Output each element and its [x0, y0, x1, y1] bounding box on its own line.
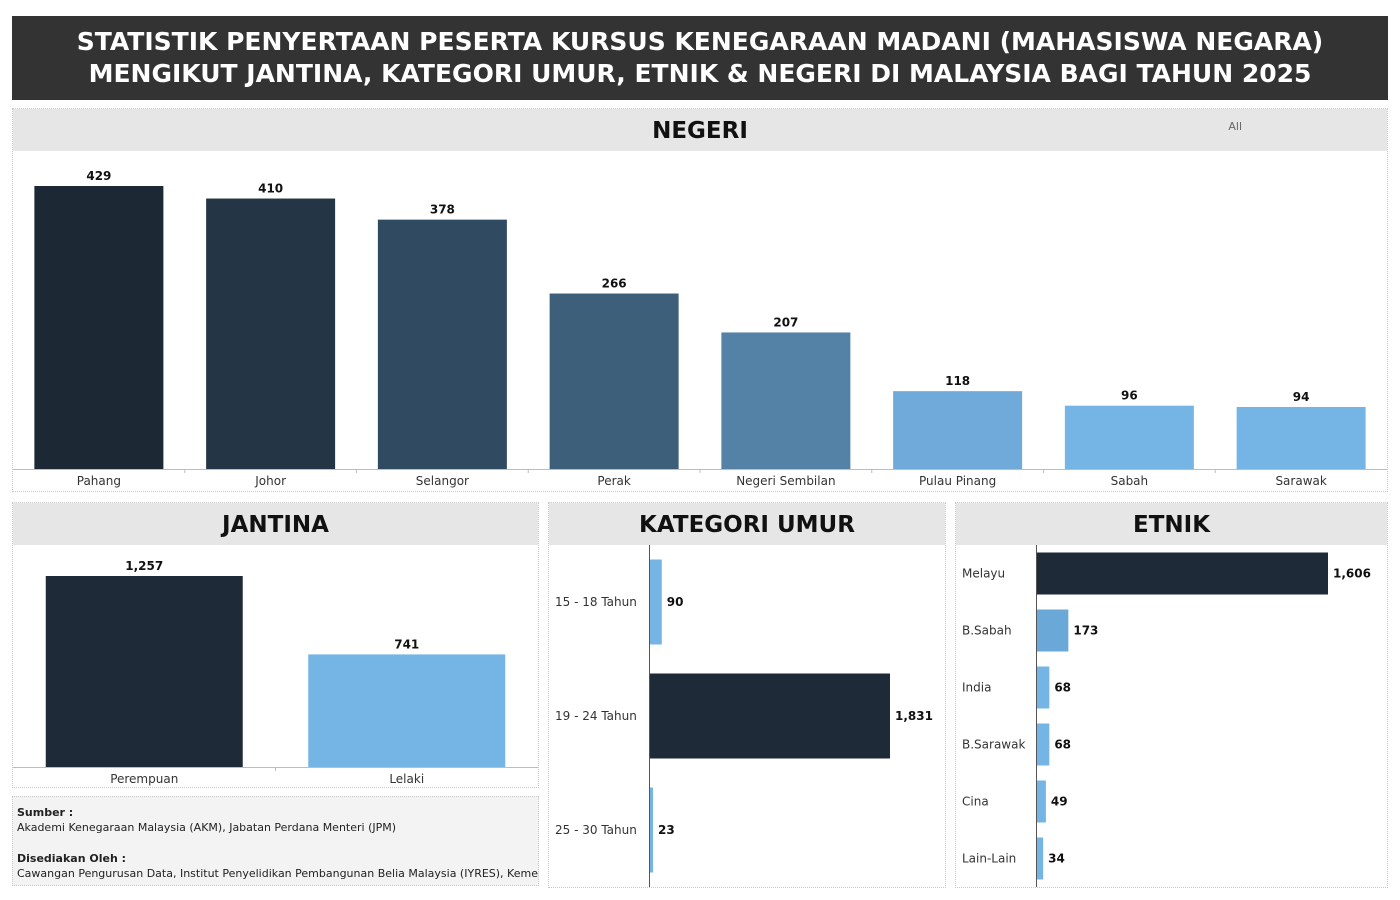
- umur-chart: 90 15 - 18 Tahun 1,831 19 - 24 Tahun 23 25 - …: [555, 545, 933, 887]
- value-label-perempuan: 1,257: [125, 559, 163, 573]
- bar-pulau-pinang: [893, 391, 1023, 469]
- bar-25-30-tahun: [650, 787, 654, 873]
- negeri-panel-header: NEGERI All: [13, 109, 1387, 151]
- value-label-sabah: 96: [1121, 389, 1138, 403]
- title-line-1: STATISTIK PENYERTAAN PESERTA KURSUS KENE…: [76, 27, 1324, 56]
- value-label-negeri-sembilan: 207: [773, 315, 798, 329]
- tick-label-sabah: Sabah: [1111, 474, 1149, 488]
- source-text: Akademi Kenegaraan Malaysia (AKM), Jabat…: [17, 821, 397, 834]
- bar-selangor: [377, 219, 507, 469]
- value-label-sarawak: 94: [1293, 390, 1310, 404]
- jantina-panel-header: JANTINA: [13, 503, 538, 545]
- bar-perak: [549, 293, 679, 469]
- tick-label-pahang: Pahang: [77, 474, 121, 488]
- tick-label-india: India: [962, 681, 991, 695]
- tick-label-sarawak: Sarawak: [1275, 474, 1326, 488]
- value-label-selangor: 378: [430, 203, 455, 217]
- bar-negeri-sembilan: [721, 332, 851, 469]
- prepared-text: Cawangan Pengurusan Data, Institut Penye…: [17, 867, 539, 880]
- bar-b-sarawak: [1037, 723, 1050, 766]
- tick-label-negeri-sembilan: Negeri Sembilan: [736, 474, 835, 488]
- value-label-johor: 410: [258, 182, 283, 196]
- negeri-title: NEGERI: [652, 118, 748, 144]
- value-label-pulau-pinang: 118: [945, 374, 970, 388]
- value-label-b-sabah: 173: [1073, 624, 1098, 638]
- tick-label-25-30-tahun: 25 - 30 Tahun: [555, 823, 637, 837]
- bar-johor: [206, 198, 336, 469]
- tick-label-b-sarawak: B.Sarawak: [962, 738, 1025, 752]
- tick-label-selangor: Selangor: [416, 474, 469, 488]
- umur-panel-header: KATEGORI UMUR: [549, 503, 945, 545]
- bar-sarawak: [1236, 406, 1366, 469]
- bar-19-24-tahun: [650, 673, 890, 759]
- value-label-b-sarawak: 68: [1054, 738, 1071, 752]
- etnik-title: ETNIK: [1132, 512, 1211, 538]
- value-label-india: 68: [1054, 681, 1071, 695]
- bar-b-sabah: [1037, 609, 1069, 652]
- etnik-panel: ETNIK 1,606 Melayu 173 B.Sabah 68 India 68 B.Sa…: [955, 502, 1388, 888]
- bar-perempuan: [45, 576, 243, 767]
- bar-sabah: [1064, 405, 1194, 469]
- negeri-panel: NEGERI All 429 Pahang 410 Johor 378 Selangor 2…: [12, 108, 1388, 492]
- filter-all-dropdown[interactable]: All: [1228, 120, 1242, 133]
- title-line-2: MENGIKUT JANTINA, KATEGORI UMUR, ETNIK &…: [88, 59, 1312, 88]
- etnik-chart: 1,606 Melayu 173 B.Sabah 68 India 68 B.Sarawak 4…: [962, 545, 1371, 887]
- bar-cina: [1037, 780, 1046, 823]
- etnik-panel-header: ETNIK: [956, 503, 1387, 545]
- tick-label-johor: Johor: [254, 474, 286, 488]
- bar-lain-lain: [1037, 837, 1044, 880]
- dashboard-title: STATISTIK PENYERTAAN PESERTA KURSUS KENE…: [12, 16, 1388, 100]
- source-label: Sumber :: [17, 806, 74, 819]
- umur-panel: KATEGORI UMUR 90 15 - 18 Tahun 1,831 19 - 2…: [548, 502, 946, 888]
- value-label-cina: 49: [1051, 795, 1068, 809]
- value-label-melayu: 1,606: [1333, 567, 1371, 581]
- source-panel: Sumber : Akademi Kenegaraan Malaysia (AK…: [12, 796, 539, 886]
- value-label-perak: 266: [602, 277, 627, 291]
- jantina-panel: JANTINA 1,257 Perempuan 741 Lelaki: [12, 502, 539, 788]
- tick-label-b-sabah: B.Sabah: [962, 624, 1012, 638]
- bar-lelaki: [308, 654, 506, 767]
- jantina-title: JANTINA: [222, 512, 329, 538]
- jantina-chart: 1,257 Perempuan 741 Lelaki: [13, 559, 538, 786]
- tick-label-19-24-tahun: 19 - 24 Tahun: [555, 709, 637, 723]
- value-label-pahang: 429: [86, 169, 111, 183]
- bar-pahang: [34, 186, 164, 469]
- umur-title: KATEGORI UMUR: [639, 512, 855, 538]
- negeri-chart: 429 Pahang 410 Johor 378 Selangor 266 Perak 207 N…: [13, 169, 1387, 488]
- prepared-label: Disediakan Oleh :: [17, 852, 127, 865]
- tick-label-melayu: Melayu: [962, 567, 1005, 581]
- bar-melayu: [1037, 552, 1328, 595]
- tick-label-15-18-tahun: 15 - 18 Tahun: [555, 595, 637, 609]
- value-label-19-24-tahun: 1,831: [895, 709, 933, 723]
- value-label-lain-lain: 34: [1048, 852, 1065, 866]
- tick-label-cina: Cina: [962, 795, 989, 809]
- bar-india: [1037, 666, 1050, 709]
- value-label-lelaki: 741: [394, 637, 419, 651]
- value-label-15-18-tahun: 90: [667, 595, 684, 609]
- tick-label-lelaki: Lelaki: [389, 772, 424, 786]
- bar-15-18-tahun: [650, 559, 662, 645]
- tick-label-pulau-pinang: Pulau Pinang: [919, 474, 996, 488]
- tick-label-perak: Perak: [597, 474, 630, 488]
- tick-label-perempuan: Perempuan: [110, 772, 178, 786]
- tick-label-lain-lain: Lain-Lain: [962, 852, 1016, 866]
- value-label-25-30-tahun: 23: [658, 823, 675, 837]
